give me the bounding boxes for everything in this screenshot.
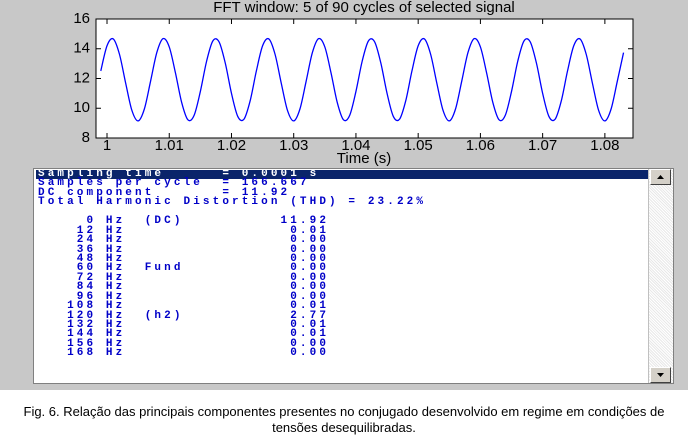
x-tick-label: 1.07: [528, 137, 557, 154]
x-tick-label: 1.01: [155, 137, 184, 154]
up-arrow: [657, 175, 664, 179]
listbox-line[interactable]: 24 Hz 0.00: [38, 234, 330, 247]
listbox-line[interactable]: 168 Hz 0.00: [38, 347, 330, 360]
plot-area: [95, 18, 634, 139]
listbox-line[interactable]: 84 Hz 0.00: [38, 281, 330, 294]
listbox-line[interactable]: 0 Hz (DC) 11.92: [38, 215, 330, 228]
listbox-line[interactable]: Total Harmonic Distortion (THD) = 23.22%: [38, 196, 427, 209]
listbox-line[interactable]: 48 Hz 0.00: [38, 252, 330, 265]
listbox-line[interactable]: 156 Hz 0.00: [38, 337, 330, 350]
listbox-line[interactable]: 120 Hz (h2) 2.77: [38, 309, 330, 322]
listbox-line[interactable]: 12 Hz 0.01: [38, 224, 330, 237]
listbox-lines: Sampling time = 0.0001 s Samples per cycl…: [36, 169, 650, 360]
x-tick-label: 1.08: [590, 137, 619, 154]
signal-line: [100, 37, 625, 122]
listbox-line[interactable]: 96 Hz 0.00: [38, 290, 330, 303]
chart: FFT window: 5 of 90 cycles of selected s…: [73, 0, 634, 167]
x-tick-label: 1: [103, 137, 111, 154]
listbox-line[interactable]: Samples per cycle = 166.667: [38, 177, 310, 190]
listbox-line[interactable]: DC component = 11.92: [38, 186, 291, 199]
chart-title: FFT window: 5 of 90 cycles of selected s…: [213, 0, 515, 16]
y-tick-label: 10: [73, 99, 90, 116]
listbox-line[interactable]: 72 Hz 0.00: [38, 271, 330, 284]
x-tick-label: 1.04: [341, 137, 370, 154]
listbox-line[interactable]: 108 Hz 0.01: [38, 300, 330, 313]
x-axis-label: Time (s): [337, 150, 391, 167]
figure-caption: Fig. 6. Relação das principais component…: [23, 404, 665, 435]
x-tick-label: 1.05: [404, 137, 433, 154]
listbox-line[interactable]: 132 Hz 0.01: [38, 319, 330, 331]
results-listbox[interactable]: Sampling time = 0.0001 s Samples per cycl…: [33, 168, 674, 384]
x-tick-label: 1.02: [217, 137, 246, 154]
y-tick-label: 16: [73, 10, 90, 27]
scroll-up-button[interactable]: [650, 169, 671, 185]
y-tick-label: 14: [73, 40, 90, 57]
y-tick-label: 8: [82, 129, 90, 146]
listbox-line[interactable]: 60 Hz Fund 0.00: [38, 262, 330, 275]
listbox-line[interactable]: 36 Hz 0.00: [38, 243, 330, 256]
listbox-line[interactable]: 144 Hz 0.01: [38, 328, 330, 341]
scroll-down-button[interactable]: [650, 367, 671, 383]
x-tick-label: 1.03: [279, 137, 308, 154]
scrollbar[interactable]: [648, 169, 673, 383]
y-tick-label: 12: [73, 69, 90, 86]
down-arrow: [657, 373, 664, 377]
listbox-line[interactable]: Sampling time = 0.0001 s: [36, 169, 650, 180]
x-tick-label: 1.06: [466, 137, 495, 154]
